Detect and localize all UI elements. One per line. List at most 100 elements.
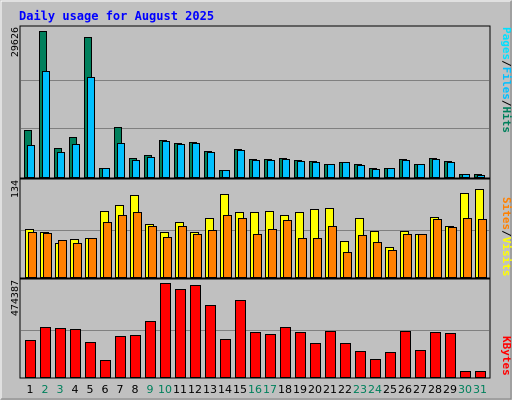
bar-files-day-7 — [117, 143, 125, 178]
bar-sites-day-30 — [463, 218, 472, 278]
bar-sites-day-18 — [283, 220, 292, 278]
panel-bars — [21, 189, 489, 278]
bar-files-day-6 — [102, 168, 110, 178]
bar-sites-day-2 — [43, 233, 52, 278]
legend-kbytes: KBytes — [500, 336, 512, 376]
bar-sites-day-13 — [208, 230, 217, 278]
day-label: 16 — [248, 383, 262, 396]
panel-max-label: 134 — [10, 180, 21, 198]
bar-sites-day-9 — [148, 226, 157, 278]
bar-files-day-4 — [72, 144, 80, 178]
day-label: 2 — [42, 383, 49, 396]
bar-sites-day-10 — [163, 237, 172, 278]
y-axis-legend: KBytes — [500, 336, 512, 376]
bar-sites-day-8 — [133, 212, 142, 278]
bar-kbytes-day-7 — [115, 336, 126, 378]
bar-files-day-1 — [27, 145, 35, 178]
bar-files-day-13 — [207, 152, 215, 178]
panel-max-label: 474387 — [10, 280, 21, 316]
day-label: 13 — [203, 383, 217, 396]
day-label: 24 — [368, 383, 382, 396]
bar-sites-day-26 — [403, 234, 412, 278]
bar-files-day-3 — [57, 152, 65, 178]
panel-bars — [21, 283, 489, 378]
bar-files-day-22 — [342, 162, 350, 178]
bar-files-day-14 — [222, 170, 230, 178]
bar-sites-day-21 — [328, 226, 337, 278]
bar-kbytes-day-5 — [85, 342, 96, 378]
bar-sites-day-24 — [373, 242, 382, 278]
bar-kbytes-day-2 — [40, 327, 51, 378]
day-label: 27 — [413, 383, 427, 396]
bar-sites-day-20 — [313, 238, 322, 278]
day-label: 4 — [72, 383, 79, 396]
day-label: 29 — [443, 383, 457, 396]
legend-separator: / — [500, 60, 512, 67]
legend-separator: / — [500, 100, 512, 107]
bar-sites-day-5 — [88, 238, 97, 278]
bar-kbytes-day-25 — [385, 352, 396, 378]
bar-files-day-31 — [477, 175, 485, 178]
bar-files-day-28 — [432, 159, 440, 178]
bar-sites-day-11 — [178, 226, 187, 278]
day-label: 15 — [233, 383, 247, 396]
bar-files-day-26 — [402, 160, 410, 178]
bar-kbytes-day-18 — [280, 327, 291, 378]
bar-kbytes-day-27 — [415, 350, 426, 378]
day-label: 12 — [188, 383, 202, 396]
bar-kbytes-day-24 — [370, 359, 381, 378]
day-label: 31 — [473, 383, 487, 396]
bar-files-day-30 — [462, 174, 470, 178]
bar-sites-day-31 — [478, 219, 487, 278]
day-label: 7 — [117, 383, 124, 396]
bar-kbytes-day-12 — [190, 285, 201, 378]
day-label: 9 — [147, 383, 154, 396]
bar-kbytes-day-6 — [100, 360, 111, 378]
day-label: 23 — [353, 383, 367, 396]
bar-files-day-8 — [132, 160, 140, 178]
bar-sites-day-19 — [298, 238, 307, 278]
legend-hits: Hits — [500, 107, 512, 134]
bar-kbytes-day-19 — [295, 332, 306, 378]
bar-kbytes-day-1 — [25, 340, 36, 378]
bar-files-day-15 — [237, 150, 245, 178]
x-axis-day-labels: 1 2 3 4 5 6 7 8 9 10 11 12 13 14 15 16 17 18 19 20 21 22 23 24 2… — [27, 383, 488, 396]
bar-files-day-18 — [282, 159, 290, 178]
day-label: 6 — [102, 383, 109, 396]
bar-files-day-21 — [327, 164, 335, 178]
y-axis-legend: Pages/Files/Hits — [500, 27, 512, 133]
legend-files: Files — [500, 67, 512, 100]
bar-kbytes-day-4 — [70, 329, 81, 378]
panel-max-label: 29626 — [10, 27, 21, 57]
bar-files-day-20 — [312, 162, 320, 178]
bar-files-day-27 — [417, 164, 425, 178]
bar-files-day-23 — [357, 165, 365, 178]
day-label: 11 — [173, 383, 187, 396]
bar-kbytes-day-13 — [205, 305, 216, 378]
day-label: 21 — [323, 383, 337, 396]
day-label: 19 — [293, 383, 307, 396]
bar-files-day-17 — [267, 160, 275, 178]
day-label: 26 — [398, 383, 412, 396]
bar-sites-day-16 — [253, 234, 262, 278]
bar-sites-day-25 — [388, 250, 397, 278]
bar-sites-day-6 — [103, 222, 112, 278]
day-label: 3 — [57, 383, 64, 396]
legend-pages: Pages — [500, 27, 512, 60]
chart-title: Daily usage for August 2025 — [19, 9, 214, 23]
day-label: 22 — [338, 383, 352, 396]
panel-kbytes: 474387 KBytes — [10, 278, 512, 379]
bar-kbytes-day-22 — [340, 343, 351, 378]
bar-sites-day-28 — [433, 219, 442, 278]
panel-hits-files-pages: 29626 Pages/Files/Hits — [10, 25, 512, 179]
bar-kbytes-day-3 — [55, 328, 66, 378]
bar-kbytes-day-20 — [310, 343, 321, 378]
bar-files-day-9 — [147, 157, 155, 178]
day-label: 1 — [27, 383, 34, 396]
bar-sites-day-17 — [268, 229, 277, 278]
bar-kbytes-day-9 — [145, 321, 156, 378]
legend-visits: Visits — [500, 237, 512, 277]
bar-sites-day-1 — [28, 232, 37, 278]
